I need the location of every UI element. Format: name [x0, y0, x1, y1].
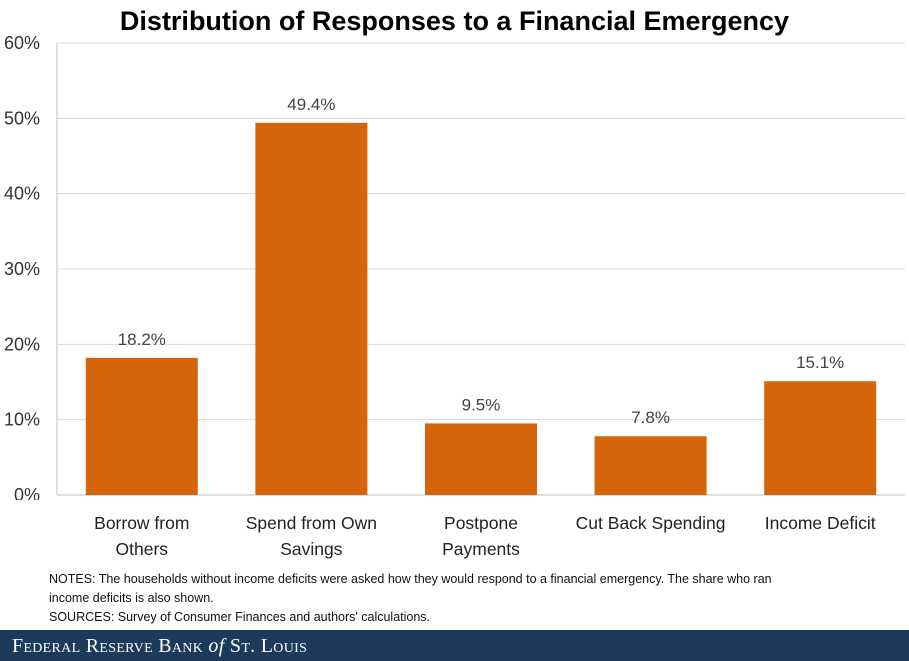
footer-logo-text: Federal Reserve Bank of St. Louis	[12, 635, 308, 657]
y-tick-label: 40%	[4, 184, 40, 204]
y-tick-label: 30%	[4, 259, 40, 279]
data-label: 18.2%	[118, 330, 166, 349]
chart-title: Distribution of Responses to a Financial…	[119, 6, 790, 36]
y-tick-label: 0%	[14, 485, 40, 500]
bar	[85, 357, 198, 495]
x-tick-label: Cut Back Spending	[575, 513, 726, 533]
data-label: 15.1%	[796, 353, 844, 372]
y-tick-label: 60%	[4, 33, 40, 53]
footer-bar: Federal Reserve Bank of St. Louis	[0, 630, 909, 661]
y-tick-label: 20%	[4, 334, 40, 354]
x-tick-label: Income Deficit	[764, 513, 876, 533]
bar-chart: 0% 10% 20% 30% 40% 50% 60% 18.2% 49.4% 9.5% 7.8% 15…	[4, 33, 905, 500]
bar	[764, 381, 877, 495]
notes-line-1: NOTES: The households without income def…	[49, 572, 772, 586]
data-label: 49.4%	[287, 95, 335, 114]
data-label: 9.5%	[462, 395, 501, 414]
x-tick-label: Spend from Own Savings	[245, 513, 378, 559]
y-tick-label: 50%	[4, 108, 40, 128]
x-tick-label: Borrow from Others	[94, 513, 190, 559]
bar	[255, 122, 368, 495]
bar	[594, 436, 707, 495]
notes-line-2: income deficits is also shown.	[49, 591, 214, 605]
bar	[425, 423, 537, 495]
sources-text: SOURCES: Survey of Consumer Finances and…	[49, 610, 431, 624]
y-tick-label: 10%	[4, 410, 40, 430]
x-tick-label: Postpone Payments	[442, 513, 520, 559]
data-label: 7.8%	[631, 408, 670, 427]
